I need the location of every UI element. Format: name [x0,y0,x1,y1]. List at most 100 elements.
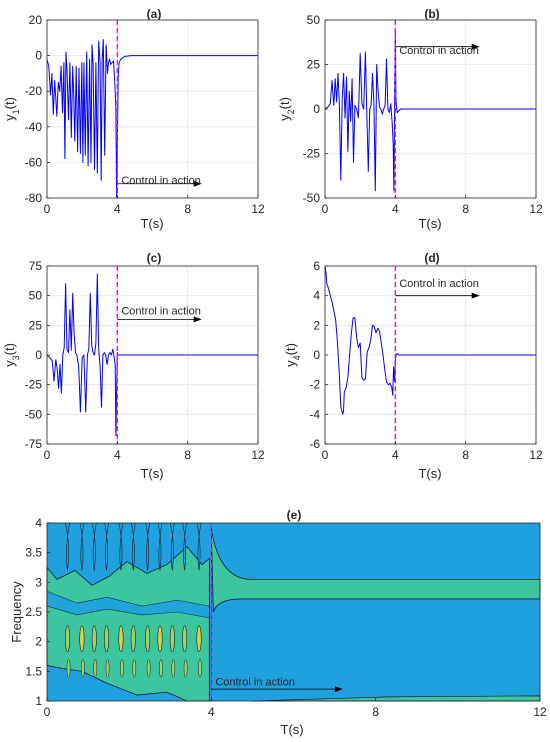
x-axis-label: T(s) [418,466,441,481]
y-tick-label: -50 [303,191,321,205]
x-tick-label: 4 [392,448,399,462]
tick-layer: 0 4 8 12 50 25 0 -25 -50 [303,13,543,216]
contour-burst [157,625,163,653]
y-tick-label: 0 [313,102,320,116]
y-tick-label: -25 [303,147,321,161]
contour-burst-low [159,659,163,678]
contour-streak-top [118,522,124,571]
y-tick-label: 2 [313,318,320,332]
contour-burst-low [93,659,98,678]
chart-panel-d: (d) Control in action 0 4 8 12 6 4 2 0 -2 -4 -6 T(… [283,251,543,481]
contour-burst [169,625,175,653]
y-tick-label: 6 [313,259,320,273]
series-layer [324,265,536,415]
contour-streak-top [157,522,163,571]
x-tick-label: 0 [322,202,329,216]
contour-burst-low [132,659,137,678]
annotation-text: Control in action [121,306,201,318]
tick-layer: 0 4 8 12 75 50 25 0 -25 -50 -75 [25,259,265,462]
control-layer: Control in action [116,266,202,444]
y-tick-label: 75 [29,259,43,273]
y-axis-label: y4(t) [283,343,302,367]
tick-layer: 0 4 8 12 20 0 -20 -40 -60 -80 [25,13,265,216]
y-tick-label: 25 [29,318,43,332]
y-tick-label: -4 [309,407,320,421]
tick-layer: 0 4 8 12 4 3.5 3 2.5 2 1.5 1 [25,516,547,719]
y-axis-label: y2(t) [277,97,296,121]
series-layer [46,39,258,199]
x-axis-label: T(s) [418,216,441,231]
y-tick-label: 3.5 [25,546,42,560]
x-tick-label: 8 [462,202,469,216]
contour-burst [130,625,136,653]
series-line [46,39,258,199]
contour-burst [65,625,71,653]
contour-streak-top [182,522,187,571]
chart-panel-c: (c) Control in action 0 4 8 12 75 50 25 0 -25 -50… [2,251,265,481]
chart-panel-e: (e) Control in action 0 4 8 12 4 3.5 3 2.5 2 1.5 1… [9,508,547,737]
x-axis-label: T(s) [140,466,163,481]
contour-burst-low [66,659,71,678]
y-tick-label: -60 [25,155,43,169]
contour-layer [46,522,541,702]
y-tick-label: 4 [313,289,320,303]
contour-burst [182,625,188,653]
contour-burst-low [120,659,124,678]
y-tick-label: 0 [35,348,42,362]
series-line [46,273,258,437]
y-tick-label: -50 [25,407,43,421]
y-tick-label: 50 [307,13,321,27]
y-tick-label: 2 [35,635,42,649]
y-tick-label: 4 [35,516,42,530]
y-tick-label: -2 [309,378,320,392]
annotation-arrow-head [193,316,202,323]
annotation-text: Control in action [121,175,201,187]
y-tick-label: -80 [25,191,43,205]
y-tick-label: -20 [25,84,43,98]
x-tick-label: 8 [184,448,191,462]
y-tick-label: -6 [309,437,320,451]
x-tick-label: 12 [251,448,265,462]
chart-title: (c) [147,251,162,265]
contour-channel [46,590,210,619]
contour-burst-low [146,659,151,678]
x-tick-label: 4 [392,202,399,216]
annotation-arrow-head [471,43,480,50]
x-tick-label: 4 [114,448,121,462]
chart-panel-a: (a) Control in action 0 4 8 12 20 0 -20 -40 -60 -… [2,7,265,231]
contour-burst [79,625,85,653]
contour-streak-top [196,522,202,571]
annotation-text: Control in action [399,278,479,290]
x-tick-label: 0 [44,705,51,719]
y-tick-label: -40 [25,120,43,134]
control-layer: Control in action [210,523,343,701]
chart-title: (b) [424,7,439,21]
y-tick-label: 3 [35,575,42,589]
contour-post-control-low-band [251,695,541,702]
control-layer: Control in action [394,20,480,198]
x-axis-label: T(s) [140,216,163,231]
annotation-arrow-head [334,686,343,693]
chart-panel-b: (b) Control in action 0 4 8 12 50 25 0 -25 -50 T… [277,7,543,231]
contour-burst [145,625,151,653]
contour-burst [104,625,110,653]
contour-burst-low [171,659,176,678]
contour-streak-top [170,522,175,571]
x-tick-label: 0 [44,448,51,462]
y-tick-label: 25 [307,58,321,72]
x-tick-label: 4 [114,202,121,216]
annotation-text: Control in action [215,677,294,689]
annotation-arrow-head [193,180,202,187]
contour-burst [91,625,97,653]
contour-burst-low [198,659,202,678]
tick-layer: 0 4 8 12 6 4 2 0 -2 -4 -6 [309,259,543,462]
y-tick-label: 20 [29,13,43,27]
x-tick-label: 12 [251,202,265,216]
x-tick-label: 12 [533,705,547,719]
contour-burst [196,625,202,653]
contour-streak-top [145,522,150,571]
x-axis-label: T(s) [280,722,303,737]
y-tick-label: 1 [35,694,42,708]
y-axis-label: y3(t) [2,343,21,367]
